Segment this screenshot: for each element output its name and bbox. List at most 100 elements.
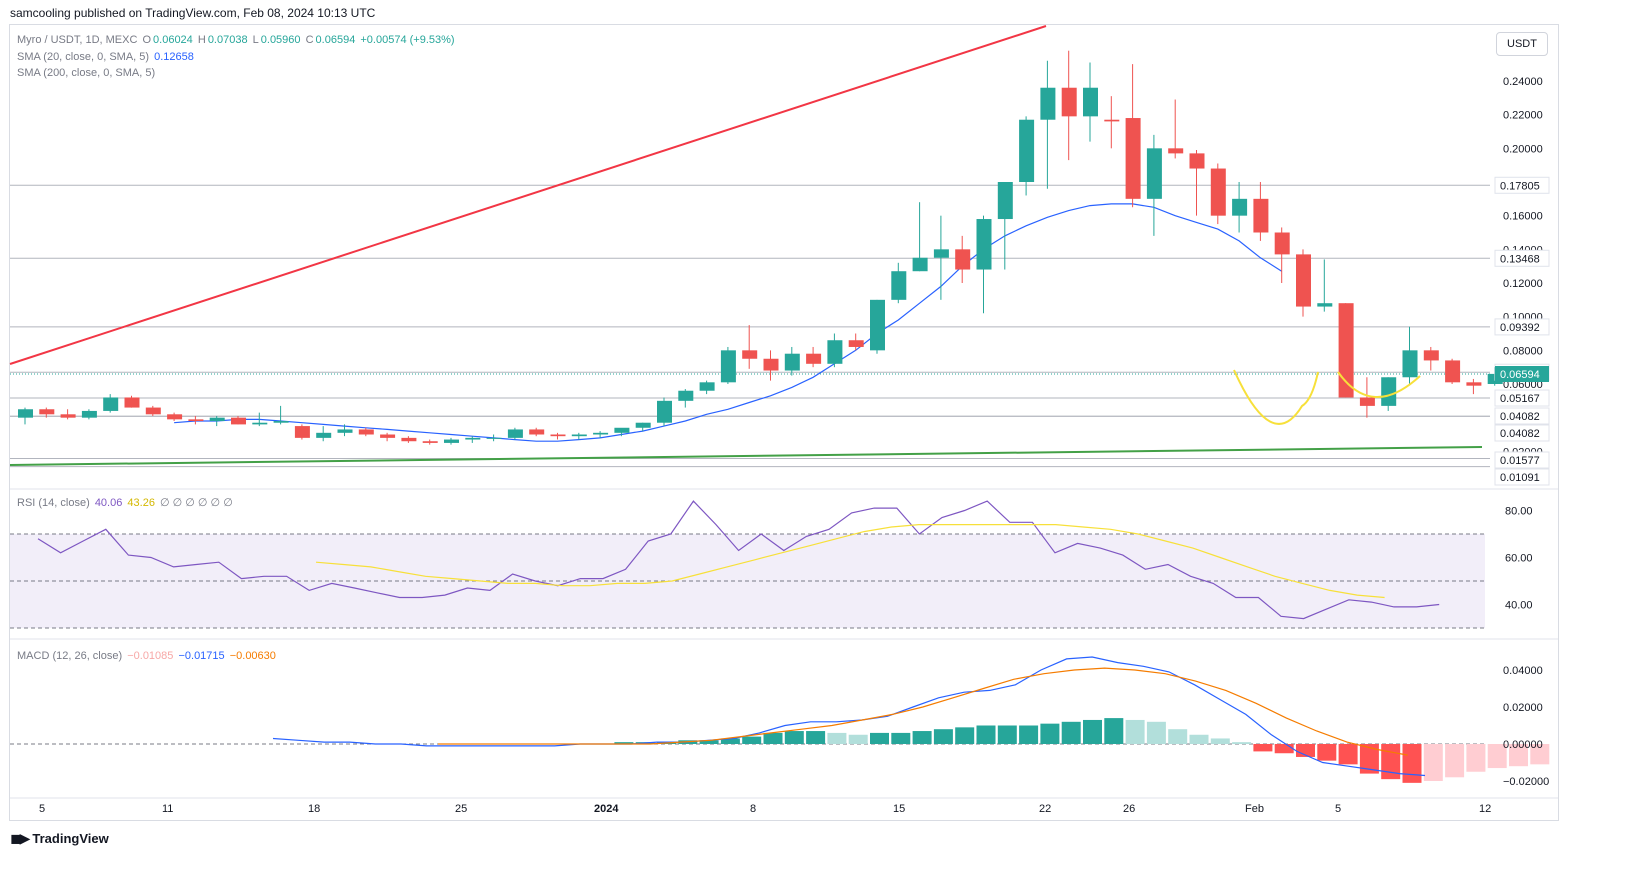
macd-histogram-bar — [891, 732, 911, 744]
candle-body — [507, 429, 523, 438]
candle-body — [486, 437, 502, 439]
legend-c-value: 0.06594 — [315, 34, 356, 46]
candle-body — [444, 439, 459, 443]
x-tick-label: 18 — [308, 803, 320, 815]
x-tick-label: 5 — [1335, 803, 1341, 815]
rsi-legend: RSI (14, close) 40.06 43.26 ∅ ∅ ∅ ∅ ∅ ∅ — [17, 496, 235, 509]
price-label-text: 0.04082 — [1500, 411, 1540, 423]
candle-body — [103, 397, 119, 411]
price-label-box — [1494, 389, 1550, 407]
price-label-text: 0.13468 — [1500, 253, 1540, 265]
candle-body — [1019, 119, 1035, 182]
price-label-text: 0.06594 — [1500, 369, 1540, 381]
macd-histogram-bar — [784, 731, 804, 744]
macd-legend: MACD (12, 26, close) −0.01085 −0.01715 −… — [17, 650, 278, 662]
x-tick-label: 26 — [1123, 803, 1135, 815]
macd-hist-value: −0.01085 — [127, 650, 174, 662]
candle-body — [1423, 350, 1439, 361]
pattern-curve-left — [1233, 369, 1319, 425]
rsi-extra: ∅ ∅ ∅ ∅ ∅ ∅ — [160, 497, 233, 509]
macd-signal-value: −0.00630 — [229, 650, 276, 662]
candle-body — [529, 429, 545, 435]
support-trendline — [9, 446, 1483, 466]
macd-histogram-bar — [1232, 742, 1252, 744]
candle-body — [1274, 232, 1290, 255]
y-tick-label: 0.24000 — [1503, 76, 1543, 88]
macd-histogram-bar — [827, 732, 847, 744]
candle-body — [955, 249, 971, 270]
candle-body — [1296, 254, 1311, 307]
legend-symbol: Myro / USDT, 1D, MEXC — [17, 34, 138, 46]
tradingview-logo[interactable]: ◼▶ TradingView — [10, 830, 109, 847]
macd-histogram-bar — [1189, 734, 1209, 744]
rsi-axis-label: 60.00 — [1505, 553, 1533, 565]
candle-body — [1359, 397, 1375, 406]
candle-body — [550, 434, 566, 437]
macd-histogram-bar — [1083, 719, 1102, 744]
macd-histogram-bar — [1296, 744, 1315, 757]
candle-body — [1146, 148, 1162, 199]
x-tick-label: 8 — [750, 803, 756, 815]
candle-body — [401, 437, 417, 442]
candle-body — [39, 409, 55, 415]
sma200-legend: SMA (200, close, 0, SMA, 5) — [17, 67, 157, 79]
rsi-label: RSI (14, close) — [17, 497, 90, 509]
y-tick-label: 0.12000 — [1503, 278, 1543, 290]
candle-body — [337, 429, 353, 433]
macd-histogram-bar — [997, 725, 1017, 744]
x-tick-label: 25 — [455, 803, 467, 815]
macd-histogram-bar — [1530, 744, 1550, 765]
legend-o-label: O — [142, 34, 152, 46]
sma20-legend: SMA (20, close, 0, SMA, 5) 0.12658 — [17, 51, 196, 63]
price-label-box — [1494, 176, 1550, 194]
candle-body — [720, 350, 736, 383]
candle-body — [763, 358, 779, 371]
macd-histogram-bar — [1359, 744, 1379, 774]
signal-line — [438, 667, 1408, 756]
x-tick-label: 15 — [893, 803, 905, 815]
candle-body — [997, 182, 1013, 220]
candle-body — [465, 437, 481, 440]
price-label-box — [1494, 468, 1550, 486]
macd-histogram-bar — [699, 740, 719, 744]
x-tick-label: Feb — [1245, 803, 1264, 815]
candle-body — [1466, 382, 1482, 386]
price-label-text: 0.01091 — [1500, 472, 1540, 484]
macd-histogram-bar — [1210, 738, 1230, 744]
candle-body — [1168, 148, 1184, 154]
resistance-trendline — [9, 25, 1047, 365]
macd-histogram-bar — [1168, 729, 1188, 744]
macd-histogram-bar — [1487, 744, 1507, 769]
sma20-label: SMA (20, close, 0, SMA, 5) — [17, 51, 150, 63]
candle-body — [678, 390, 694, 401]
macd-histogram-bar — [976, 725, 996, 744]
legend-h-value: 0.07038 — [207, 34, 248, 46]
candle-body — [252, 422, 268, 425]
candle-body — [1381, 377, 1397, 406]
macd-histogram-bar — [848, 734, 868, 744]
macd-histogram-bar — [1146, 721, 1166, 744]
candle-body — [1402, 350, 1418, 378]
currency-button[interactable]: USDT — [1496, 32, 1548, 56]
candle-body — [231, 417, 246, 425]
macd-histogram-bar — [933, 729, 953, 744]
y-tick-label: 0.08000 — [1503, 345, 1543, 357]
candle-body — [316, 432, 332, 438]
price-label-text: 0.09392 — [1500, 322, 1540, 334]
publisher-caption: samcooling published on TradingView.com,… — [10, 6, 376, 20]
candle-body — [1338, 303, 1354, 398]
candle-body — [593, 432, 609, 435]
candle-body — [380, 434, 396, 438]
candle-body — [614, 427, 630, 433]
macd-axis-label: −0.02000 — [1503, 776, 1549, 788]
candle-body — [1253, 198, 1269, 233]
y-tick-label: 0.16000 — [1503, 211, 1543, 223]
candle-body — [571, 434, 587, 437]
rsi-axis-label: 40.00 — [1505, 600, 1533, 612]
x-tick-label: 22 — [1039, 803, 1051, 815]
candle-body — [358, 429, 374, 435]
price-label-box — [1495, 366, 1549, 383]
candle-body — [209, 417, 225, 422]
macd-line — [272, 656, 1426, 777]
